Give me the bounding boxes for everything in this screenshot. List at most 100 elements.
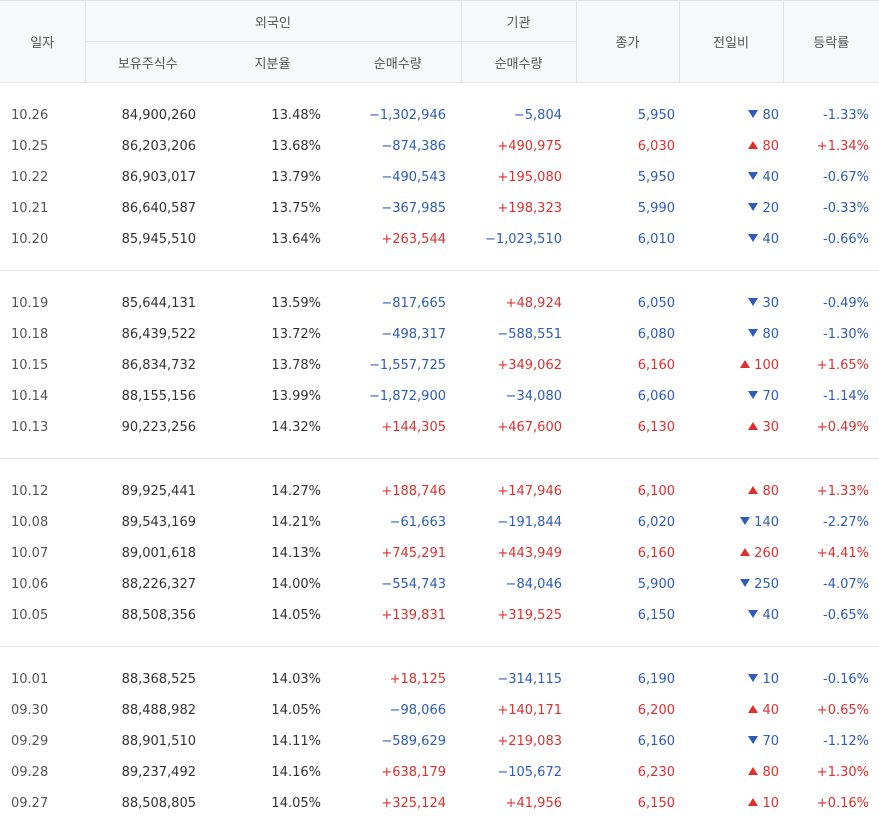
triangle-down-icon [748,391,758,399]
cell-change: 40 [679,162,783,193]
cell-share: 13.68% [210,131,335,162]
header-holdings: 보유주식수 [85,42,210,83]
cell-close: 6,050 [576,271,679,320]
cell-date: 09.30 [0,695,85,726]
cell-date: 10.22 [0,162,85,193]
triangle-up-icon [748,798,758,806]
cell-date: 10.07 [0,538,85,569]
change-value: 20 [762,201,779,216]
cell-change: 40 [679,224,783,271]
cell-holdings: 86,203,206 [85,131,210,162]
cell-date: 10.13 [0,412,85,459]
cell-inst-net: +490,975 [461,131,576,162]
triangle-up-icon [748,141,758,149]
change-value: 80 [762,484,779,499]
cell-change: 80 [679,319,783,350]
triangle-down-icon [748,610,758,618]
cell-close: 6,080 [576,319,679,350]
cell-inst-net: −191,844 [461,507,576,538]
change-value: 30 [762,296,779,311]
cell-holdings: 88,901,510 [85,726,210,757]
cell-holdings: 89,001,618 [85,538,210,569]
change-value: 40 [762,703,779,718]
cell-change: 30 [679,412,783,459]
cell-close: 6,030 [576,131,679,162]
cell-holdings: 89,925,441 [85,459,210,508]
cell-rate: +1.34% [783,131,879,162]
cell-close: 6,160 [576,350,679,381]
cell-holdings: 86,640,587 [85,193,210,224]
cell-inst-net: −314,115 [461,647,576,696]
cell-share: 13.72% [210,319,335,350]
cell-share: 13.79% [210,162,335,193]
table-header: 일자 외국인 기관 종가 전일비 등락률 보유주식수 지분율 순매수량 순매수량 [0,1,879,83]
cell-holdings: 88,368,525 [85,647,210,696]
cell-close: 6,100 [576,459,679,508]
cell-close: 5,950 [576,162,679,193]
cell-share: 14.16% [210,757,335,788]
cell-foreign-net: −98,066 [335,695,461,726]
cell-holdings: 86,439,522 [85,319,210,350]
cell-change: 80 [679,131,783,162]
change-value: 80 [762,139,779,154]
cell-date: 10.25 [0,131,85,162]
cell-close: 6,160 [576,726,679,757]
cell-date: 09.28 [0,757,85,788]
cell-rate: -1.33% [783,83,879,132]
triangle-up-icon [748,422,758,430]
cell-change: 250 [679,569,783,600]
cell-share: 14.05% [210,695,335,726]
cell-inst-net: +219,083 [461,726,576,757]
cell-share: 14.21% [210,507,335,538]
cell-share: 13.78% [210,350,335,381]
cell-rate: -0.66% [783,224,879,271]
cell-foreign-net: −1,557,725 [335,350,461,381]
cell-change: 10 [679,647,783,696]
cell-inst-net: −84,046 [461,569,576,600]
triangle-up-icon [740,360,750,368]
cell-date: 10.12 [0,459,85,508]
cell-change: 80 [679,757,783,788]
cell-foreign-net: −498,317 [335,319,461,350]
cell-share: 13.75% [210,193,335,224]
cell-change: 70 [679,381,783,412]
cell-rate: +1.30% [783,757,879,788]
cell-foreign-net: −1,872,900 [335,381,461,412]
cell-share: 13.99% [210,381,335,412]
cell-date: 10.01 [0,647,85,696]
header-institution: 기관 [461,1,576,42]
change-value: 40 [762,170,779,185]
cell-share: 14.11% [210,726,335,757]
cell-rate: -0.49% [783,271,879,320]
cell-inst-net: −1,023,510 [461,224,576,271]
cell-date: 10.18 [0,319,85,350]
cell-holdings: 90,223,256 [85,412,210,459]
cell-date: 09.27 [0,788,85,834]
change-value: 80 [762,327,779,342]
cell-holdings: 85,945,510 [85,224,210,271]
cell-holdings: 89,237,492 [85,757,210,788]
cell-change: 40 [679,600,783,647]
cell-inst-net: +48,924 [461,271,576,320]
triangle-down-icon [748,110,758,118]
cell-change: 260 [679,538,783,569]
cell-foreign-net: +139,831 [335,600,461,647]
cell-foreign-net: +745,291 [335,538,461,569]
cell-holdings: 85,644,131 [85,271,210,320]
triangle-up-icon [740,548,750,556]
triangle-down-icon [740,579,750,587]
header-share: 지분율 [210,42,335,83]
cell-rate: +0.16% [783,788,879,834]
change-value: 260 [754,546,779,561]
triangle-down-icon [748,172,758,180]
cell-date: 10.08 [0,507,85,538]
cell-holdings: 88,226,327 [85,569,210,600]
